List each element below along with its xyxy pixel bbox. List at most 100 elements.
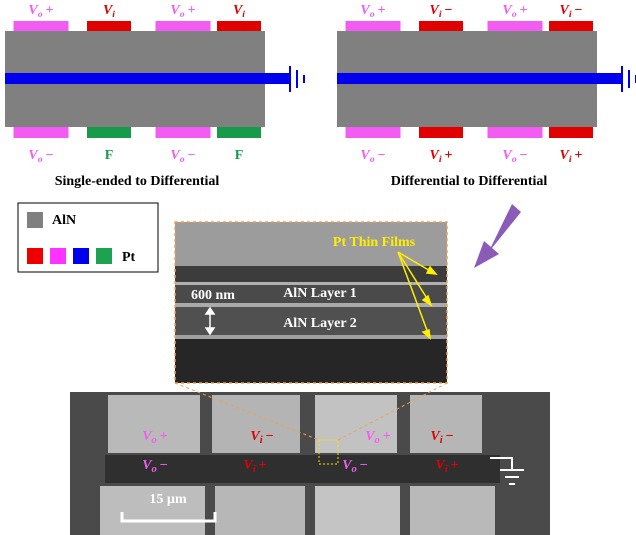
label-subscript: o [370, 9, 375, 20]
label-subscript: o [370, 154, 375, 165]
top-electrode [549, 21, 593, 31]
annotation: Pt Thin Films [333, 235, 416, 250]
label-sign: − [445, 3, 453, 18]
label-symbol: F [105, 148, 114, 163]
inset-pt [175, 303, 447, 307]
sem-inset: Pt Thin Films 600 nm AlN Layer 1 AlN Lay… [175, 222, 447, 383]
label-subscript: i [260, 435, 263, 446]
label-sign: + [451, 458, 459, 473]
electrode-label: Vi− [559, 3, 582, 20]
bottom-electrode [419, 127, 463, 138]
label-sign: − [266, 429, 274, 444]
label-subscript: o [38, 9, 43, 20]
bottom-electrode [488, 127, 543, 138]
label-sign: + [378, 3, 386, 18]
layer-label: AlN Layer 2 [283, 316, 357, 331]
ground-symbol [290, 66, 304, 92]
sem-pad [410, 395, 482, 453]
electrode-label: Vo+ [170, 3, 195, 20]
label-sign: + [160, 429, 168, 444]
label-sign: + [259, 458, 267, 473]
label-subscript: i [253, 464, 256, 475]
label-sign: + [46, 3, 54, 18]
pt-ground-electrode [5, 73, 290, 84]
electrode-label: Vo− [170, 148, 195, 165]
label-sign: − [46, 148, 54, 163]
label-subscript: o [512, 154, 517, 165]
label-subscript: o [352, 464, 357, 475]
label-sign: + [383, 429, 391, 444]
label-symbol: F [235, 148, 244, 163]
label-subscript: o [180, 154, 185, 165]
legend-swatch [50, 248, 66, 264]
electrode-label: F [105, 148, 114, 163]
top-electrode [87, 21, 131, 31]
caption: Differential to Differential [391, 174, 548, 189]
label-subscript: o [512, 9, 517, 20]
label-subscript: o [38, 154, 43, 165]
label-sign: − [160, 458, 168, 473]
top-electrode [156, 21, 211, 31]
electrode-label: Vo+ [360, 3, 385, 20]
label-subscript: i [569, 154, 572, 165]
electrode-label: Vo− [28, 148, 53, 165]
arrow [474, 204, 521, 268]
label-subscript: i [439, 154, 442, 165]
bottom-electrode [549, 127, 593, 138]
electrode-label: Vo+ [28, 3, 53, 20]
top-electrode [488, 21, 543, 31]
inset-pt [175, 282, 447, 285]
legend-swatch [73, 248, 89, 264]
label-subscript: i [440, 435, 443, 446]
bottom-electrode [14, 127, 69, 138]
scale-label: 15 µm [149, 492, 187, 507]
sem-pad [212, 395, 300, 453]
label-subscript: i [112, 9, 115, 20]
label-sign: − [446, 429, 454, 444]
layer-label: AlN Layer 1 [283, 286, 357, 301]
electrode-label: Vi+ [559, 148, 582, 165]
electrode-label: Vo− [360, 148, 385, 165]
top-electrode [419, 21, 463, 31]
top-electrode [346, 21, 401, 31]
label-sign: − [575, 3, 583, 18]
bottom-electrode [87, 127, 131, 138]
bottom-electrode [346, 127, 401, 138]
thickness-label: 600 nm [191, 288, 235, 303]
electrode-label: Vi [233, 3, 245, 20]
label-subscript: o [152, 435, 157, 446]
legend-swatch [96, 248, 112, 264]
sem-pad [215, 486, 305, 535]
electrode-label: Vo+ [502, 3, 527, 20]
electrode-label: Vi [103, 3, 115, 20]
electrode-label: F [235, 148, 244, 163]
label-subscript: i [439, 9, 442, 20]
figure: AlN Pt 15 µm Pt Thin Films [0, 0, 636, 535]
sem-pad [410, 486, 495, 535]
label-subscript: i [569, 9, 572, 20]
pt-ground-electrode [337, 73, 622, 84]
label-sign: + [575, 148, 583, 163]
legend-swatch [27, 212, 43, 228]
label-subscript: o [152, 464, 157, 475]
electrode-label: Vi+ [429, 148, 452, 165]
top-electrode [14, 21, 69, 31]
sem-pad [315, 395, 397, 453]
electrode-label: Vi− [429, 3, 452, 20]
caption: Single-ended to Differential [55, 174, 220, 189]
label-sign: + [445, 148, 453, 163]
label-subscript: o [375, 435, 380, 446]
label-sign: + [188, 3, 196, 18]
legend-label: Pt [122, 250, 136, 265]
label-subscript: i [242, 9, 245, 20]
label-subscript: i [445, 464, 448, 475]
ground-symbol [622, 66, 636, 92]
label-sign: − [520, 148, 528, 163]
sem-pad [315, 486, 400, 535]
bottom-electrode [156, 127, 211, 138]
inset-pt [175, 335, 447, 339]
top-electrode [217, 21, 261, 31]
label-subscript: o [180, 9, 185, 20]
electrode-label: Vo− [502, 148, 527, 165]
page: AlN Pt 15 µm Pt Thin Films [0, 0, 636, 535]
